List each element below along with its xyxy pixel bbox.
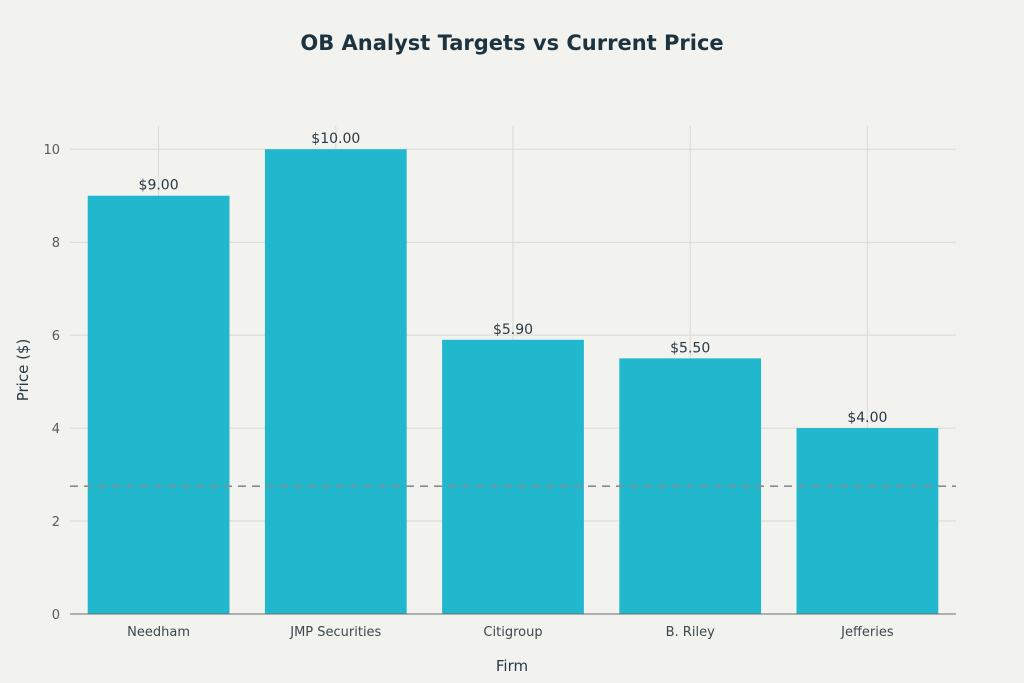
x-category-label: JMP Securities xyxy=(289,625,381,640)
y-ticks: 0 2 4 6 8 10 xyxy=(43,143,60,623)
y-axis-label: Price ($) xyxy=(14,339,32,402)
bar xyxy=(264,149,407,614)
chart-title: OB Analyst Targets vs Current Price xyxy=(300,31,723,55)
x-axis-label: Firm xyxy=(496,657,528,675)
y-tick-label: 0 xyxy=(52,608,60,623)
y-tick-label: 10 xyxy=(43,143,60,158)
bar-value-label: $10.00 xyxy=(311,131,360,147)
x-category-label: Jefferies xyxy=(840,625,894,640)
x-category-label: Citigroup xyxy=(483,625,542,640)
bar-value-label: $5.90 xyxy=(493,322,533,338)
bars xyxy=(87,149,939,614)
bar xyxy=(442,339,584,614)
y-tick-label: 6 xyxy=(52,329,60,344)
y-tick-label: 4 xyxy=(52,422,60,437)
bar xyxy=(796,428,939,614)
x-category-label: B. Riley xyxy=(666,625,715,640)
x-category-label: Needham xyxy=(127,625,190,640)
y-tick-label: 8 xyxy=(52,236,60,251)
bar xyxy=(87,195,230,614)
bar-value-label: $5.50 xyxy=(670,340,710,356)
x-categories: Needham JMP Securities Citigroup B. Riley Je… xyxy=(127,625,894,640)
data-labels: $9.00 $10.00 $5.90 $5.50 $4.00 xyxy=(139,131,888,426)
bar-value-label: $9.00 xyxy=(139,178,179,194)
bar-value-label: $4.00 xyxy=(847,410,887,426)
y-tick-label: 2 xyxy=(52,515,60,530)
